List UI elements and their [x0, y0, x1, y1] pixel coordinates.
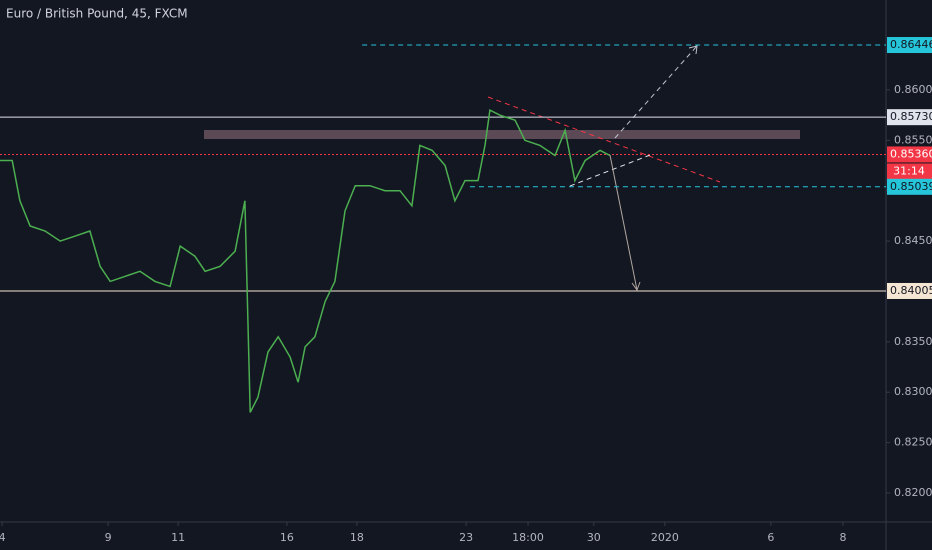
- price-label-box: [887, 37, 932, 54]
- price-label-box: [887, 146, 932, 163]
- price-line: [0, 108, 611, 413]
- arrow-head: [688, 45, 698, 55]
- price-label-box: [887, 282, 932, 299]
- projection-arrow: [614, 45, 698, 139]
- x-tick-label: 16: [280, 531, 294, 544]
- x-tick-label: 4: [0, 531, 6, 544]
- price-label: 0.84005: [890, 284, 932, 297]
- resistance-zone: [204, 130, 800, 139]
- y-tick-label: 0.86000: [894, 83, 932, 96]
- x-tick-label: 30: [587, 531, 601, 544]
- price-label-box: [887, 178, 932, 195]
- x-tick-label: 11: [171, 531, 185, 544]
- x-tick-label: 8: [839, 531, 846, 544]
- price-label: 0.85360: [890, 147, 932, 160]
- chart-title: Euro / British Pound, 45, FXCM: [6, 7, 188, 21]
- x-tick-label: 18: [350, 531, 364, 544]
- x-tick-label: 2020: [651, 531, 679, 544]
- price-label-box: [887, 109, 932, 126]
- arrow-head: [631, 281, 641, 292]
- x-tick-label: 23: [459, 531, 473, 544]
- price-label: 0.85730: [890, 110, 932, 123]
- x-tick-label: 9: [105, 531, 112, 544]
- x-tick-label: 6: [767, 531, 774, 544]
- price-label: 0.86446: [890, 38, 932, 51]
- trend-line: [569, 154, 651, 187]
- countdown-box: [887, 163, 932, 180]
- price-label: 0.85039: [890, 180, 932, 193]
- projection-arrow: [609, 154, 638, 291]
- countdown: 31:14: [893, 164, 925, 177]
- trend-line: [487, 96, 721, 183]
- x-tick-label: 18:00: [512, 531, 544, 544]
